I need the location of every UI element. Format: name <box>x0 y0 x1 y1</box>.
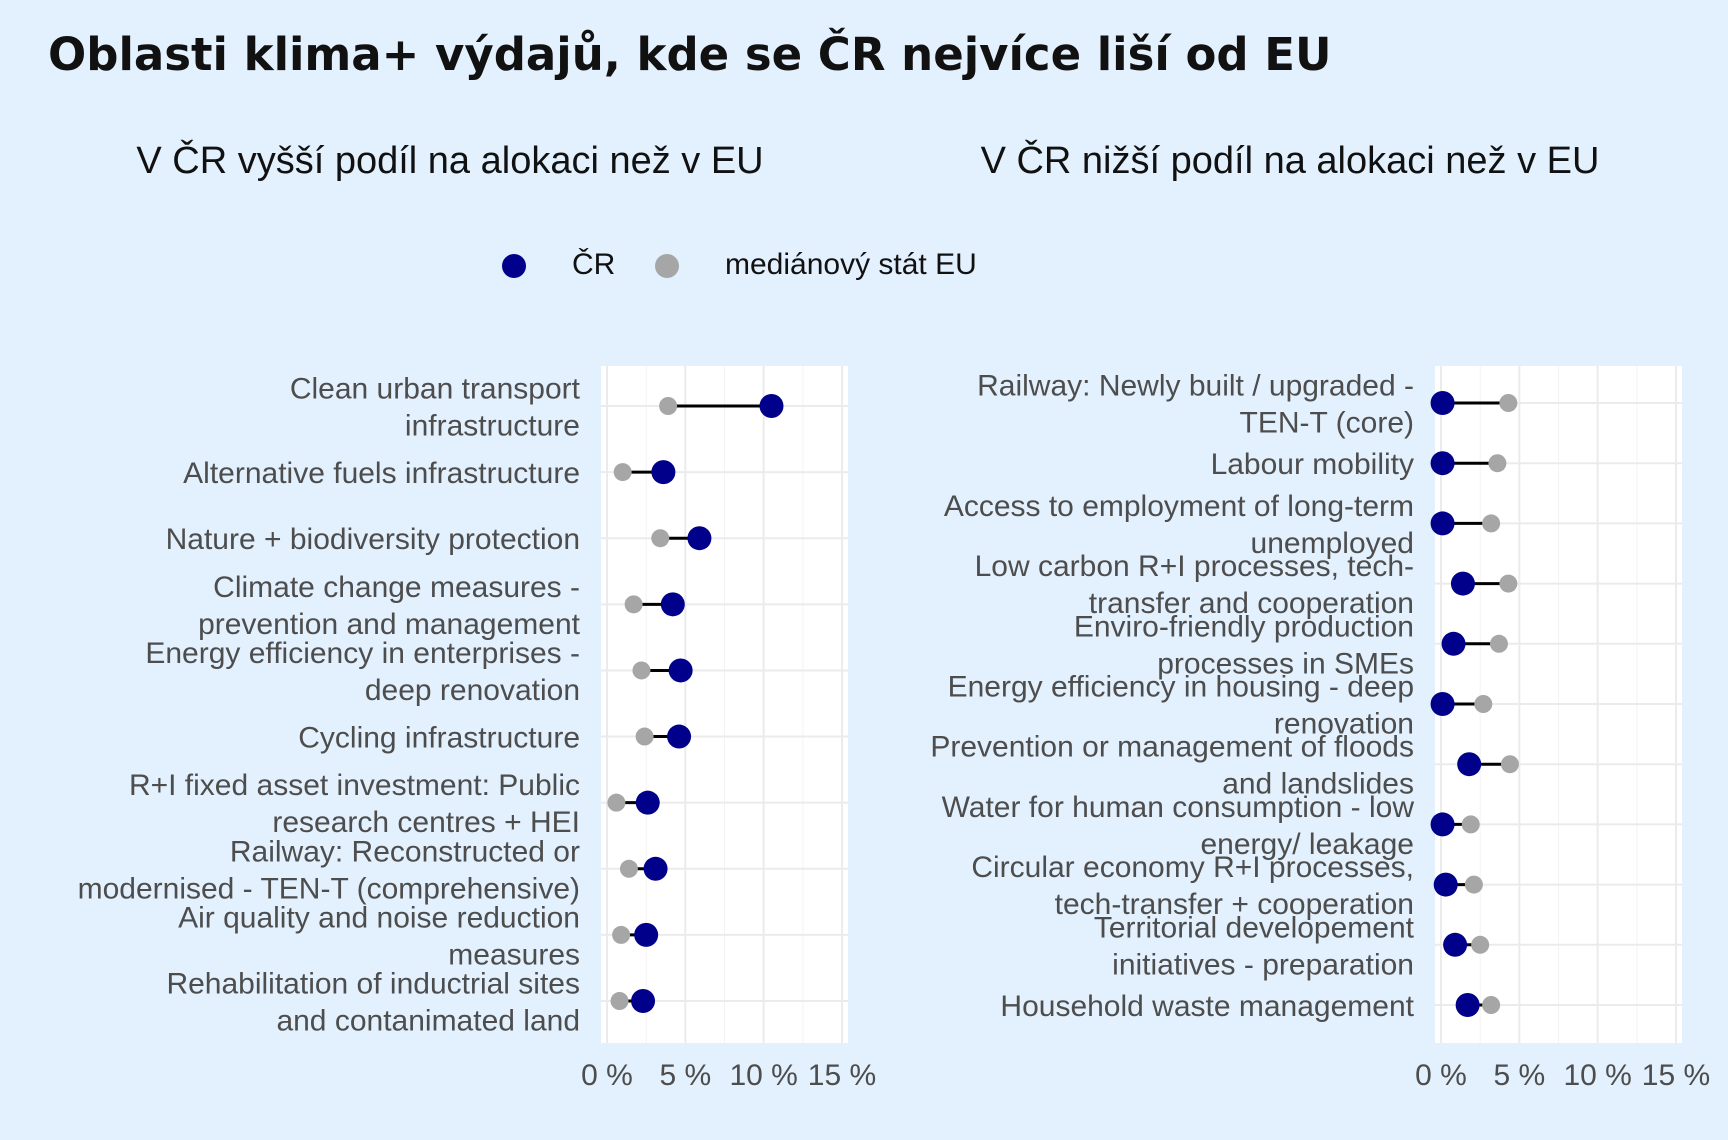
panel-0-cr-point <box>667 724 692 749</box>
panel-0-eu-point <box>607 793 626 812</box>
panel-0-cr-point <box>631 989 656 1013</box>
panel-1-category-label: Circular economy R+I processes, <box>971 851 1414 884</box>
panel-1-eu-point <box>1474 695 1493 713</box>
panel-0-category-label: Climate change measures - <box>213 571 580 604</box>
chart-title: Oblasti klima+ výdajů, kde se ČR nejvíce… <box>48 28 1332 81</box>
panel-1-category-label: Territorial developement <box>1094 911 1415 944</box>
panel-1-eu-point <box>1500 755 1519 774</box>
panel-1-cr-point <box>1441 631 1466 656</box>
panel-1-category-label: Low carbon R+I processes, tech- <box>975 550 1414 583</box>
legend-label-eu: mediánový stát EU <box>725 248 977 281</box>
panel-0-category-label: Nature + biodiversity protection <box>166 523 580 556</box>
panel-0-tick-label: 10 % <box>729 1059 797 1092</box>
panel-0-eu-point <box>632 661 651 680</box>
panel-1-category-label: energy/ leakage <box>1201 828 1415 861</box>
panel-1-eu-point <box>1482 996 1501 1014</box>
panel-0-eu-point <box>612 925 631 944</box>
panel-1-eu-point <box>1461 815 1480 834</box>
panel-1-eu-point <box>1488 454 1507 473</box>
panel-0-category-label: infrastructure <box>405 410 580 443</box>
panel-0-eu-point <box>635 727 654 746</box>
panel-1-category-label: TEN-T (core) <box>1240 407 1414 440</box>
panel-1-tick-label: 10 % <box>1563 1059 1631 1092</box>
panel-1-eu-point <box>1464 875 1483 894</box>
panel-1-category-label: renovation <box>1274 708 1414 741</box>
panel-0-cr-point <box>651 460 676 485</box>
panel-1-cr-point <box>1430 511 1455 536</box>
panel-0-cr-point <box>660 592 685 617</box>
panel-1-category-label: Household waste management <box>1000 990 1414 1023</box>
panel-0-category-label: Clean urban transport <box>290 373 581 406</box>
panel-0-category-label: Railway: Reconstructed or <box>230 835 580 868</box>
panel-1-eu-point <box>1499 574 1518 593</box>
panel-1-eu-point <box>1482 514 1501 533</box>
panel-1-category-label: tech-transfer + cooperation <box>1055 888 1414 921</box>
panel-0-category-label: modernised - TEN-T (comprehensive) <box>78 872 580 905</box>
panel-1-category-label: processes in SMEs <box>1157 647 1414 680</box>
panel-1-category-label: Water for human consumption - low <box>942 791 1415 824</box>
panel-0-eu-point <box>610 992 629 1010</box>
panel-1-eu-point <box>1499 394 1518 412</box>
panel-1-category-label: unemployed <box>1251 527 1414 560</box>
legend-dot-cr <box>502 254 526 278</box>
panel-1-cr-point <box>1430 391 1455 415</box>
panel-1-tick-label: 5 % <box>1493 1059 1545 1092</box>
panel-0-category-label: Air quality and noise reduction <box>178 901 580 934</box>
panel-1-category-label: transfer and cooperation <box>1089 587 1414 620</box>
panel-0-category-label: measures <box>448 938 580 971</box>
panel-1-category-label: Energy efficiency in housing - deep <box>948 671 1414 704</box>
panel-0-cr-point <box>635 790 660 815</box>
panel-1-cr-point <box>1430 451 1455 476</box>
panel-0-category-label: Energy efficiency in enterprises - <box>145 637 580 670</box>
panel-1-category-label: Railway: Newly built / upgraded - <box>977 370 1414 403</box>
panel-0-category-label: prevention and management <box>198 608 581 641</box>
legend-dot-eu <box>655 254 679 278</box>
panel-0-cr-point <box>668 658 693 683</box>
panel-0-category-label: research centres + HEI <box>272 806 580 839</box>
panel-1-tick-label: 0 % <box>1415 1059 1467 1092</box>
panel-1-cr-point <box>1433 872 1458 897</box>
panel-1-cr-point <box>1455 993 1480 1017</box>
panel-0-eu-point <box>651 529 670 548</box>
panel-0-category-label: deep renovation <box>365 674 580 707</box>
legend-label-cr: ČR <box>572 248 616 281</box>
panel-1-cr-point <box>1457 752 1482 777</box>
panel-0-tick-label: 5 % <box>659 1059 711 1092</box>
panel-0-category-label: Alternative fuels infrastructure <box>183 457 580 490</box>
right-panel-title: V ČR nižší podíl na alokaci než v EU <box>980 140 1600 182</box>
panel-1-cr-point <box>1430 812 1455 837</box>
panel-0-eu-point <box>613 463 632 482</box>
panel-0-eu-point <box>619 859 638 878</box>
panel-0-cr-point <box>687 526 712 551</box>
panel-1-category-label: and landslides <box>1222 768 1414 801</box>
panel-0-tick-label: 0 % <box>581 1059 633 1092</box>
panel-1-category-label: initiatives - preparation <box>1112 948 1414 981</box>
left-panel-title: V ČR vyšší podíl na alokaci než v EU <box>136 140 764 182</box>
panel-0-tick-label: 15 % <box>808 1059 876 1092</box>
panel-1-cr-point <box>1443 932 1468 957</box>
panel-1-cr-point <box>1450 571 1475 596</box>
panel-1-category-label: Labour mobility <box>1211 448 1414 481</box>
panel-1-cr-point <box>1430 692 1455 716</box>
panel-0-cr-point <box>634 922 659 947</box>
panel-1-eu-point <box>1489 634 1508 653</box>
panel-0-eu-point <box>624 595 643 614</box>
panel-1-category-label: Prevention or management of floods <box>930 731 1414 764</box>
panel-1-tick-label: 15 % <box>1642 1059 1710 1092</box>
panel-0-cr-point <box>643 856 668 881</box>
panel-0-category-label: Cycling infrastructure <box>298 722 580 755</box>
panel-0-cr-point <box>759 394 784 418</box>
panel-0-category-label: R+I fixed asset investment: Public <box>129 769 580 802</box>
panel-1-category-label: Access to employment of long-term <box>944 490 1414 523</box>
panel-0-category-label: Rehabilitation of inductrial sites <box>166 968 580 1001</box>
panel-1-eu-point <box>1471 935 1490 954</box>
panel-0-category-label: and contanimated land <box>276 1005 580 1038</box>
panel-0-eu-point <box>659 397 678 415</box>
panel-1-category-label: Enviro-friendly production <box>1074 610 1414 643</box>
